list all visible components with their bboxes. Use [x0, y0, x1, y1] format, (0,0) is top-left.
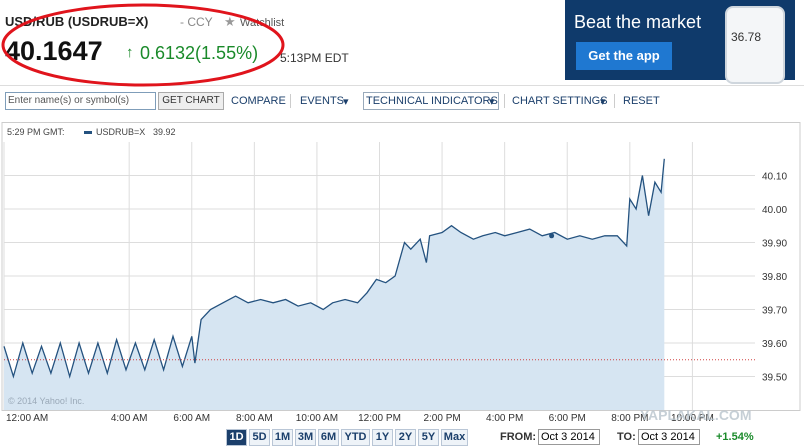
price: 40.1647: [5, 36, 103, 66]
range-button[interactable]: 1M: [272, 429, 293, 446]
price-line: [3, 158, 665, 379]
x-tick-label: 2:00 PM: [423, 413, 460, 424]
copyright: © 2014 Yahoo! Inc.: [8, 396, 84, 406]
x-tick-label: 12:00 AM: [6, 413, 48, 424]
phone-quote: 36.78: [731, 30, 762, 44]
technical-indicators[interactable]: TECHNICAL INDICATORS: [366, 95, 498, 107]
from-label: FROM:: [500, 431, 537, 443]
x-tick-label: 10:00 PM: [671, 413, 714, 424]
divider: [0, 85, 804, 86]
reset[interactable]: RESET: [623, 95, 660, 107]
quote-time: 5:13PM EDT: [280, 51, 349, 65]
chart-settings[interactable]: CHART SETTINGS: [512, 95, 608, 107]
range-button[interactable]: 1D: [226, 429, 247, 446]
legend-name: USDRUB=X: [96, 127, 145, 137]
y-tick-label: 39.90: [762, 239, 787, 250]
x-tick-label: 4:00 PM: [486, 413, 523, 424]
range-button[interactable]: 5Y: [418, 429, 439, 446]
x-tick-label: 10:00 AM: [296, 413, 338, 424]
watchlist[interactable]: Watchlist: [240, 17, 285, 29]
range-button[interactable]: 1Y: [372, 429, 393, 446]
period-change: +1.54%: [716, 431, 754, 443]
x-tick-label: 6:00 AM: [173, 413, 210, 424]
x-tick-label: 4:00 AM: [111, 413, 148, 424]
get-chart-button[interactable]: GET CHART: [158, 92, 224, 110]
x-tick-label: 6:00 PM: [549, 413, 586, 424]
range-button[interactable]: 2Y: [395, 429, 416, 446]
range-button[interactable]: 3M: [295, 429, 316, 446]
star-icon[interactable]: ★: [224, 14, 236, 29]
dropdown-caret: ▾: [343, 96, 349, 108]
ad-headline: Beat the market: [574, 12, 702, 32]
separator: [614, 94, 615, 108]
compare[interactable]: COMPARE: [231, 95, 286, 107]
legend-value: 39.92: [153, 127, 176, 137]
from-date[interactable]: Oct 3 2014: [538, 429, 600, 445]
x-tick-label: 8:00 PM: [611, 413, 648, 424]
legend-time: 5:29 PM GMT:: [7, 127, 65, 137]
change: 0.6132(1.55%): [140, 43, 259, 63]
phone-icon: [725, 6, 785, 84]
indicator-box[interactable]: [363, 92, 499, 110]
to-label: TO:: [617, 431, 636, 443]
y-tick-label: 39.50: [762, 373, 787, 384]
up-arrow: ↑: [126, 44, 134, 61]
range-button[interactable]: 6M: [318, 429, 339, 446]
x-tick-label: 12:00 PM: [358, 413, 401, 424]
events[interactable]: EVENTS: [300, 95, 345, 107]
to-date[interactable]: Oct 3 2014: [638, 429, 700, 445]
range-button[interactable]: YTD: [341, 429, 370, 446]
separator: [504, 94, 505, 108]
x-tick-label: 8:00 AM: [236, 413, 273, 424]
range-button[interactable]: 5D: [249, 429, 270, 446]
range-button[interactable]: Max: [441, 429, 468, 446]
ad-button[interactable]: Get the app: [576, 42, 672, 70]
cursor-dot: [549, 233, 555, 239]
chart: 5:29 PM GMT: USDRUB=X 39.92 39.50 39.60 39.70…: [1, 122, 801, 424]
y-tick-label: 40.00: [762, 205, 787, 216]
quote-title: USD/RUB (USDRUB=X): [5, 14, 149, 29]
y-tick-label: 39.80: [762, 272, 787, 283]
watermark: YAPLAKAL.COM: [640, 407, 752, 423]
y-tick-label: 39.70: [762, 306, 787, 317]
area: [4, 158, 665, 410]
dropdown-caret: ▾: [489, 96, 495, 108]
y-tick-label: 40.10: [762, 172, 787, 183]
y-tick-label: 39.60: [762, 339, 787, 350]
separator: [290, 94, 291, 108]
exchange: - CCY: [180, 15, 213, 29]
legend-swatch: [84, 131, 92, 134]
search-input[interactable]: Enter name(s) or symbol(s): [5, 92, 156, 110]
chart-frame: [1, 122, 801, 411]
dropdown-caret: ▾: [600, 96, 606, 108]
